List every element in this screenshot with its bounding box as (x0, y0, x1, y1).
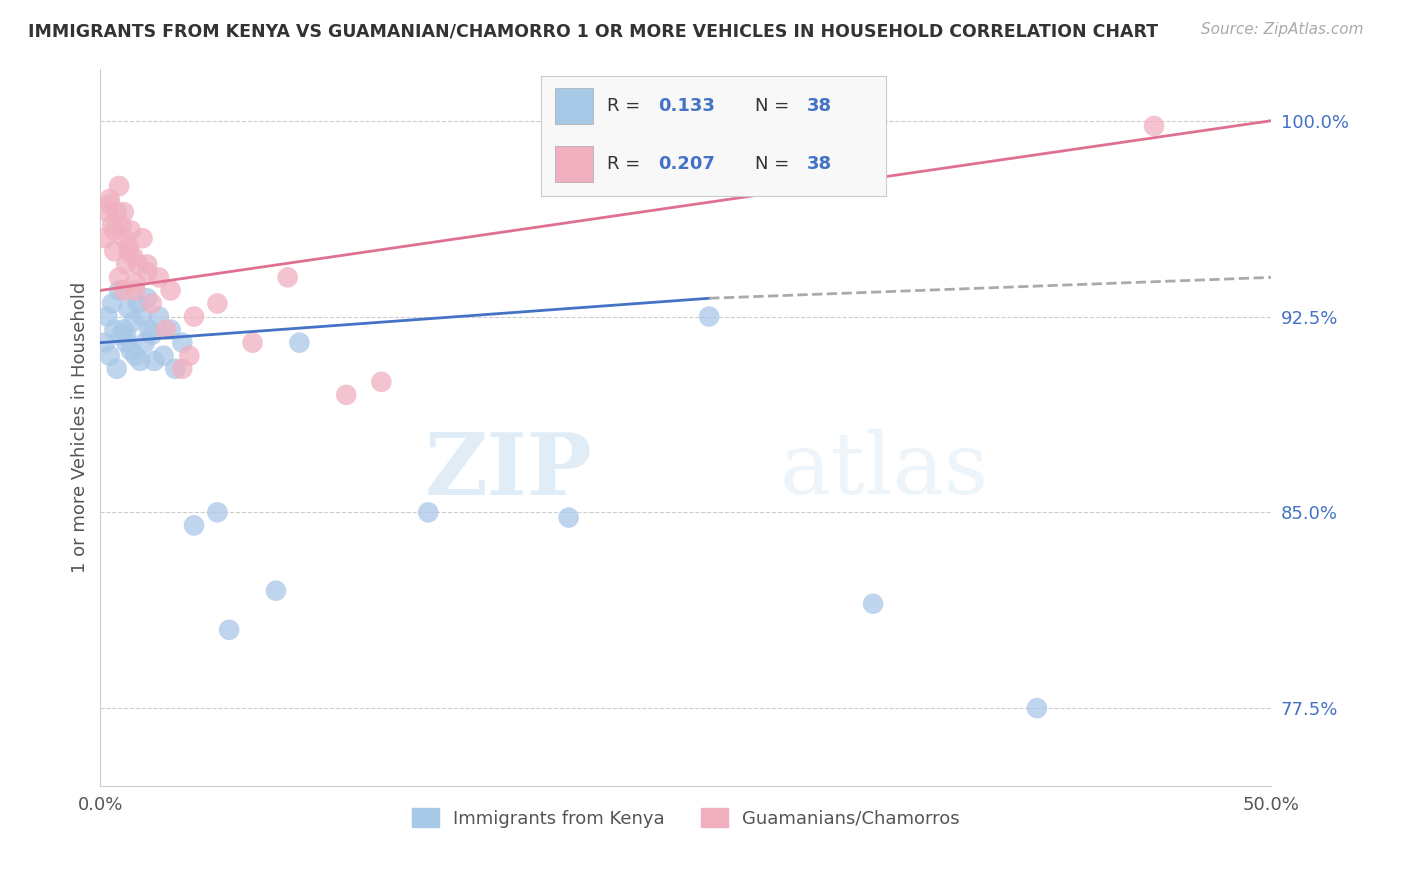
Point (115, 257, 138, 271)
Point (129, 354, 152, 368)
Point (165, 361, 187, 376)
Point (96, 205, 118, 219)
Point (264, 583, 287, 598)
Point (122, 315, 145, 329)
Point (131, 231, 153, 245)
Point (172, 335, 194, 350)
Legend: Immigrants from Kenya, Guamanians/Chamorros: Immigrants from Kenya, Guamanians/Chamor… (405, 801, 967, 835)
Point (152, 349, 174, 363)
Point (108, 179, 131, 194)
Point (112, 284, 135, 298)
Point (148, 310, 170, 324)
Text: 38: 38 (807, 97, 832, 115)
Point (98, 349, 121, 363)
Point (131, 310, 153, 324)
Point (155, 323, 177, 337)
Point (172, 361, 194, 376)
Point (96, 310, 118, 324)
Point (98, 197, 121, 211)
Point (183, 310, 205, 324)
Point (124, 349, 146, 363)
Point (141, 296, 163, 310)
Point (112, 205, 135, 219)
Point (98, 192, 121, 206)
Point (127, 296, 149, 310)
Point (697, 310, 720, 324)
Text: IMMIGRANTS FROM KENYA VS GUAMANIAN/CHAMORRO 1 OR MORE VEHICLES IN HOUSEHOLD CORR: IMMIGRANTS FROM KENYA VS GUAMANIAN/CHAMO… (28, 22, 1159, 40)
Point (115, 327, 138, 342)
Text: N =: N = (755, 97, 789, 115)
Text: R =: R = (607, 97, 640, 115)
Point (277, 270, 299, 285)
Point (242, 335, 264, 350)
Point (124, 284, 146, 298)
Text: 38: 38 (807, 154, 832, 173)
Text: atlas: atlas (779, 429, 988, 512)
Point (94, 231, 117, 245)
Point (143, 354, 166, 368)
Point (103, 244, 125, 259)
Point (136, 265, 159, 279)
Point (103, 223, 125, 237)
Point (110, 327, 132, 342)
Text: 0.133: 0.133 (658, 97, 716, 115)
Point (207, 505, 229, 519)
FancyBboxPatch shape (555, 87, 593, 124)
Text: ZIP: ZIP (425, 428, 592, 513)
Point (110, 218, 132, 232)
Point (862, 597, 884, 611)
Text: 0.207: 0.207 (658, 154, 716, 173)
Point (108, 270, 131, 285)
Point (1143, 119, 1166, 133)
Point (115, 335, 138, 350)
Y-axis label: 1 or more Vehicles in Household: 1 or more Vehicles in Household (72, 282, 89, 574)
Point (94, 335, 117, 350)
Point (101, 218, 124, 232)
Point (117, 239, 139, 253)
Point (127, 257, 149, 271)
Point (418, 505, 440, 519)
Point (120, 223, 142, 237)
Text: R =: R = (607, 154, 640, 173)
Point (557, 510, 579, 524)
Point (122, 250, 145, 264)
Point (183, 518, 205, 533)
Text: N =: N = (755, 154, 789, 173)
Point (138, 323, 160, 337)
Point (112, 323, 135, 337)
Point (103, 323, 125, 337)
Point (117, 244, 139, 259)
Point (117, 301, 139, 316)
FancyBboxPatch shape (555, 145, 593, 182)
Point (101, 296, 124, 310)
Point (112, 231, 135, 245)
Point (159, 323, 181, 337)
Point (136, 257, 159, 271)
Point (105, 205, 128, 219)
Point (124, 276, 146, 290)
Point (136, 291, 159, 305)
Point (105, 361, 128, 376)
Point (141, 327, 163, 342)
Point (120, 343, 142, 358)
Point (148, 270, 170, 285)
Point (370, 375, 392, 389)
Point (335, 388, 357, 402)
Point (159, 284, 181, 298)
Point (207, 296, 229, 310)
Text: Source: ZipAtlas.com: Source: ZipAtlas.com (1201, 22, 1364, 37)
Point (134, 335, 156, 350)
Point (179, 349, 201, 363)
Point (1026, 701, 1049, 715)
Point (108, 284, 131, 298)
Point (218, 623, 240, 637)
Point (288, 335, 311, 350)
